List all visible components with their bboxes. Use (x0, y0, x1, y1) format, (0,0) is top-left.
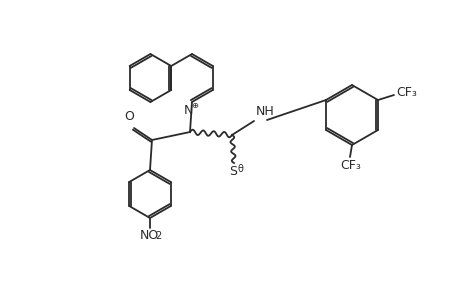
Text: O: O (124, 110, 134, 123)
Text: CF₃: CF₃ (340, 159, 361, 172)
Text: 2: 2 (155, 231, 161, 241)
Text: ⊕: ⊕ (191, 101, 198, 110)
Text: θ: θ (236, 164, 242, 174)
Text: S: S (229, 165, 236, 178)
Text: CF₃: CF₃ (395, 85, 416, 98)
Text: N: N (183, 104, 192, 117)
Text: NH: NH (256, 105, 274, 118)
Text: NO: NO (139, 229, 158, 242)
